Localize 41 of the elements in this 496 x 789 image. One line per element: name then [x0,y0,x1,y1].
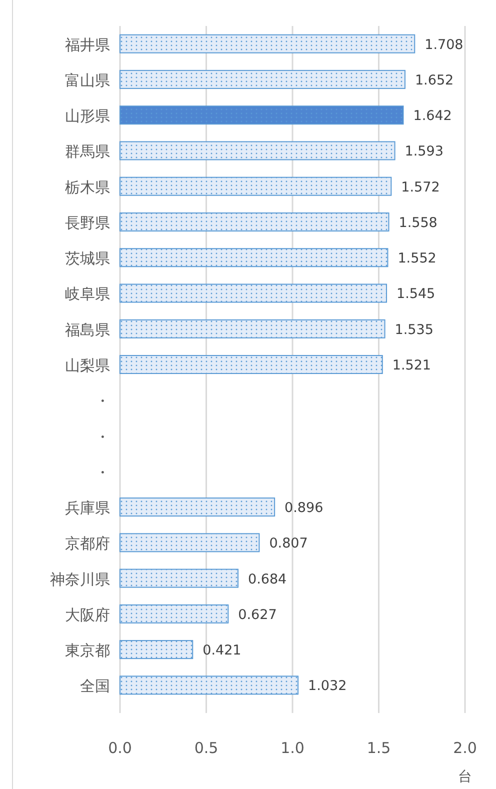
y-tick-label: 山形県 [65,107,110,126]
data-label: 0.896 [284,500,324,516]
data-label: 1.642 [413,108,452,124]
x-tick-label: 1.0 [280,739,304,757]
y-tick-label: 山梨県 [65,356,110,374]
y-tick-label: 福井県 [65,36,110,54]
data-label: 1.535 [394,322,434,338]
y-tick-label: 福島県 [65,320,110,339]
y-tick-label: ・ [95,463,110,482]
x-tick-label: 1.5 [366,739,391,757]
data-label: 1.032 [308,678,347,694]
data-label: 1.545 [396,286,436,302]
x-tick-label: 0.5 [194,739,218,757]
y-tick-label: 岐阜県 [65,285,110,304]
y-tick-label: 全国 [80,677,110,696]
data-label: 0.807 [269,536,308,552]
data-label: 0.627 [238,606,277,623]
data-label: 0.421 [202,642,242,659]
y-tick-label: 京都府 [65,534,110,553]
y-tick-label: 大阪府 [65,606,110,624]
y-tick-label: ・ [95,392,110,410]
y-tick-label: 長野県 [65,214,110,232]
y-tick-label: 神奈川県 [50,570,110,588]
data-label: 0.684 [248,571,287,588]
y-tick-label: 富山県 [65,71,110,90]
y-tick-label: 栃木県 [65,178,110,196]
y-tick-label: 群馬県 [65,142,110,161]
x-tick-label: 0.0 [108,739,132,757]
x-axis-title: 台 [458,769,472,785]
y-tick-label: ・ [95,428,110,446]
data-label: 1.708 [424,36,464,53]
data-label: 1.572 [401,179,440,196]
y-tick-label: 兵庫県 [65,499,110,518]
data-label: 1.521 [392,358,432,374]
y-tick-label: 東京都 [65,642,110,660]
data-label: 1.652 [414,72,454,88]
data-label: 1.552 [398,250,436,267]
data-label: 1.593 [404,144,444,160]
x-tick-label: 2.0 [453,739,477,757]
y-tick-label: 茨城県 [65,250,110,268]
data-label: 1.558 [398,214,438,231]
